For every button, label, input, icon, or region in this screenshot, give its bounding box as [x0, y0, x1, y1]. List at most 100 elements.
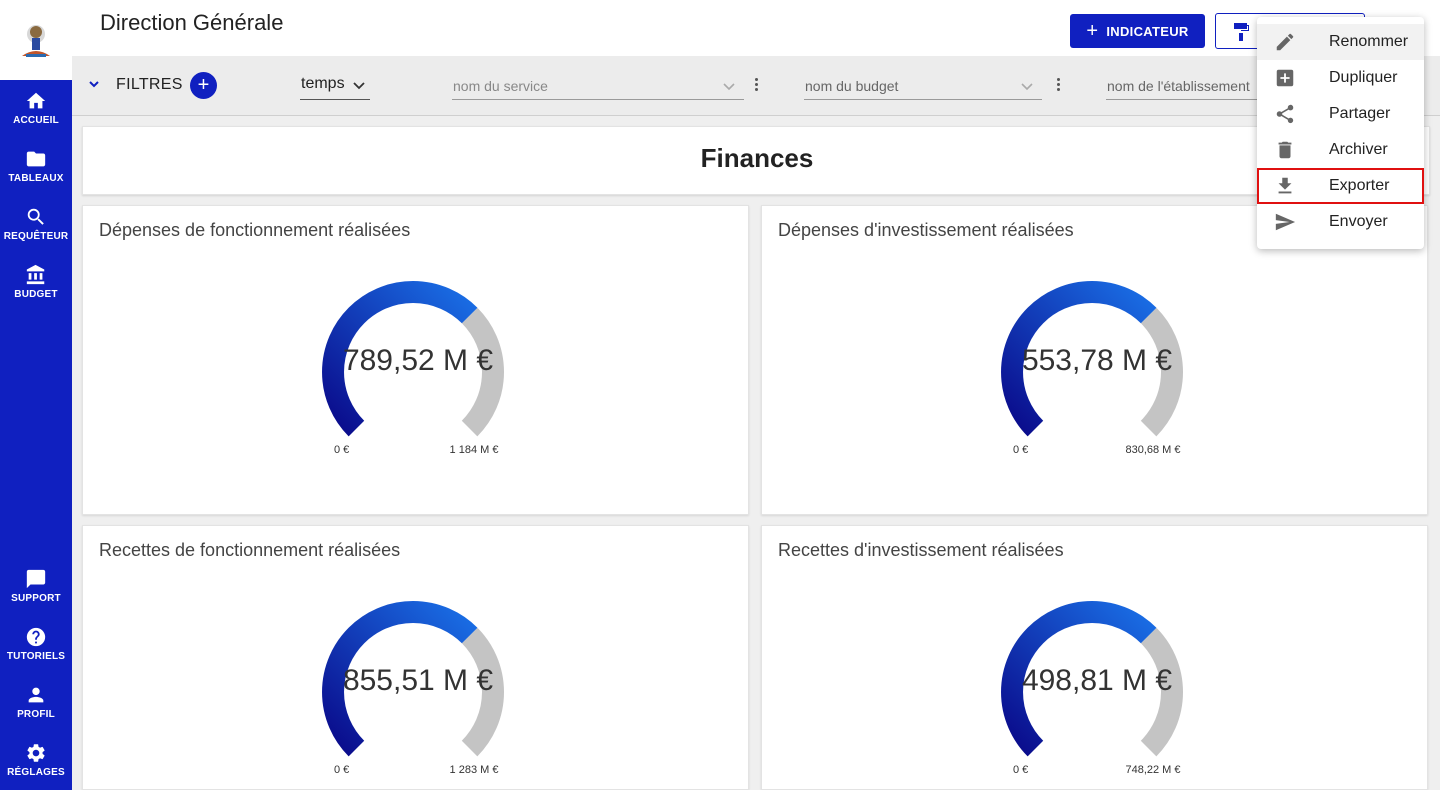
- kpi-card: Recettes de fonctionnement réalisées 855…: [82, 525, 749, 790]
- paint-roller-icon: [1234, 23, 1249, 41]
- person-icon: [28, 687, 44, 703]
- menu-item-label: Dupliquer: [1329, 69, 1398, 86]
- kpi-card: Dépenses d'investissement réalisées 553,…: [761, 205, 1428, 515]
- sidebar: ACCUEIL TABLEAUX REQUÊTEUR BUDGET SUPPOR…: [0, 0, 72, 790]
- temps-select[interactable]: temps: [300, 74, 370, 100]
- share-icon: [1276, 104, 1294, 124]
- sidebar-item-label: REQUÊTEUR: [3, 231, 69, 242]
- menu-item-label: Renommer: [1329, 33, 1409, 50]
- sidebar-item-label: ACCUEIL: [13, 115, 59, 126]
- gauge-max-label: 830,68 M €: [1125, 444, 1181, 456]
- filters-label: FILTRES: [116, 76, 183, 93]
- gauge-value: 855,51 M €: [342, 664, 494, 697]
- gauge-value-arc: [1001, 601, 1157, 757]
- section-header: Finances: [82, 126, 1430, 195]
- menu-item-dupliquer[interactable]: Dupliquer: [1257, 60, 1424, 96]
- context-menu: Renommer Dupliquer Partager Archiver Exp…: [1257, 17, 1424, 249]
- etablissement-filter-placeholder: nom de l'établissement: [1107, 78, 1250, 94]
- service-filter-menu-icon[interactable]: [753, 78, 759, 92]
- kpi-card-title: Recettes d'investissement réalisées: [778, 540, 1064, 560]
- bank-icon: [26, 264, 45, 285]
- sidebar-item-profil[interactable]: PROFIL: [0, 684, 72, 736]
- gauge-chart: [1001, 281, 1183, 437]
- service-filter-placeholder: nom du service: [453, 78, 548, 94]
- gauge-max-label: 1 283 M €: [449, 764, 499, 776]
- sidebar-item-support[interactable]: SUPPORT: [0, 568, 72, 620]
- chevron-down-icon: [1021, 83, 1033, 91]
- budget-filter-menu-icon[interactable]: [1055, 78, 1061, 92]
- sidebar-item-label: BUDGET: [14, 289, 58, 300]
- gauge-value: 553,78 M €: [1021, 344, 1173, 377]
- duplicate-icon: [1276, 69, 1294, 87]
- menu-item-label: Partager: [1329, 105, 1391, 122]
- gauge-max-label: 748,22 M €: [1125, 764, 1181, 776]
- add-filter-button[interactable]: +: [190, 72, 217, 99]
- gauge-chart: [322, 281, 504, 437]
- home-icon: [26, 92, 46, 109]
- sidebar-item-accueil[interactable]: ACCUEIL: [0, 90, 72, 142]
- pencil-icon: [1276, 33, 1294, 51]
- gauge-min-label: 0 €: [1013, 444, 1029, 456]
- etablissement-filter[interactable]: nom de l'établissement: [1106, 74, 1266, 100]
- folder-icon: [26, 151, 46, 167]
- sidebar-item-label: PROFIL: [17, 709, 55, 720]
- budget-filter[interactable]: nom du budget: [804, 74, 1042, 100]
- kpi-card: Dépenses de fonctionnement réalisées 789…: [82, 205, 749, 515]
- help-icon: [26, 627, 46, 647]
- sidebar-item-label: TABLEAUX: [8, 173, 64, 184]
- filter-bar: FILTRES + temps nom du service nom du bu…: [72, 56, 1440, 116]
- gauge-max-label: 1 184 M €: [449, 444, 499, 456]
- header: Direction Générale + INDICATEUR: [72, 0, 1440, 56]
- gauge-min-label: 0 €: [1013, 764, 1029, 776]
- app-logo[interactable]: [0, 0, 72, 80]
- gauge-value-arc: [1001, 281, 1157, 437]
- gauge-track: [1140, 307, 1183, 437]
- gauge-value-arc: [322, 601, 478, 757]
- menu-item-label: Envoyer: [1329, 213, 1388, 230]
- trash-icon: [1278, 141, 1292, 159]
- search-icon: [27, 208, 44, 225]
- kpi-card-title: Recettes de fonctionnement réalisées: [99, 540, 401, 560]
- gauge-track: [1140, 627, 1183, 757]
- chevron-down-icon: [723, 83, 735, 91]
- kpi-card-title: Dépenses d'investissement réalisées: [778, 220, 1074, 240]
- budget-filter-placeholder: nom du budget: [805, 78, 899, 94]
- chat-icon: [26, 569, 46, 589]
- sidebar-item-label: SUPPORT: [11, 593, 61, 604]
- gauge-min-label: 0 €: [334, 764, 350, 776]
- chevron-down-icon: [353, 82, 365, 90]
- kpi-card-title: Dépenses de fonctionnement réalisées: [99, 220, 411, 240]
- plus-icon: +: [1086, 20, 1099, 42]
- page-title: Direction Générale: [100, 10, 284, 35]
- gauge-value: 789,52 M €: [342, 344, 494, 377]
- sidebar-item-budget[interactable]: BUDGET: [0, 264, 72, 316]
- sidebar-item-tableaux[interactable]: TABLEAUX: [0, 148, 72, 200]
- add-indicateur-button[interactable]: + INDICATEUR: [1070, 14, 1205, 48]
- menu-item-exporter[interactable]: Exporter: [1257, 168, 1424, 204]
- gauge-track: [461, 627, 504, 757]
- service-filter[interactable]: nom du service: [452, 74, 744, 100]
- menu-item-envoyer[interactable]: Envoyer: [1257, 204, 1424, 240]
- gauge-value: 498,81 M €: [1021, 664, 1173, 697]
- gauge-chart: [322, 601, 504, 757]
- gauge-chart: [1001, 601, 1183, 757]
- logo-icon: [22, 25, 50, 57]
- download-icon: [1278, 177, 1292, 194]
- menu-item-archiver[interactable]: Archiver: [1257, 132, 1424, 168]
- menu-item-partager[interactable]: Partager: [1257, 96, 1424, 132]
- sidebar-item-requeteur[interactable]: REQUÊTEUR: [0, 206, 72, 258]
- sidebar-item-reglages[interactable]: RÉGLAGES: [0, 742, 72, 790]
- send-icon: [1275, 213, 1296, 231]
- add-indicateur-label: INDICATEUR: [1106, 23, 1189, 39]
- gauge-value-arc: [322, 281, 478, 437]
- sidebar-item-label: RÉGLAGES: [7, 767, 65, 778]
- kpi-card: Recettes d'investissement réalisées 498,…: [761, 525, 1428, 790]
- chevron-down-icon[interactable]: [86, 76, 102, 92]
- menu-item-renommer[interactable]: Renommer: [1257, 24, 1424, 60]
- sidebar-item-tutoriels[interactable]: TUTORIELS: [0, 626, 72, 678]
- menu-item-label: Exporter: [1329, 177, 1390, 194]
- gear-icon: [27, 744, 45, 762]
- gauge-track: [461, 307, 504, 437]
- section-title: Finances: [700, 143, 814, 173]
- menu-item-label: Archiver: [1329, 141, 1388, 158]
